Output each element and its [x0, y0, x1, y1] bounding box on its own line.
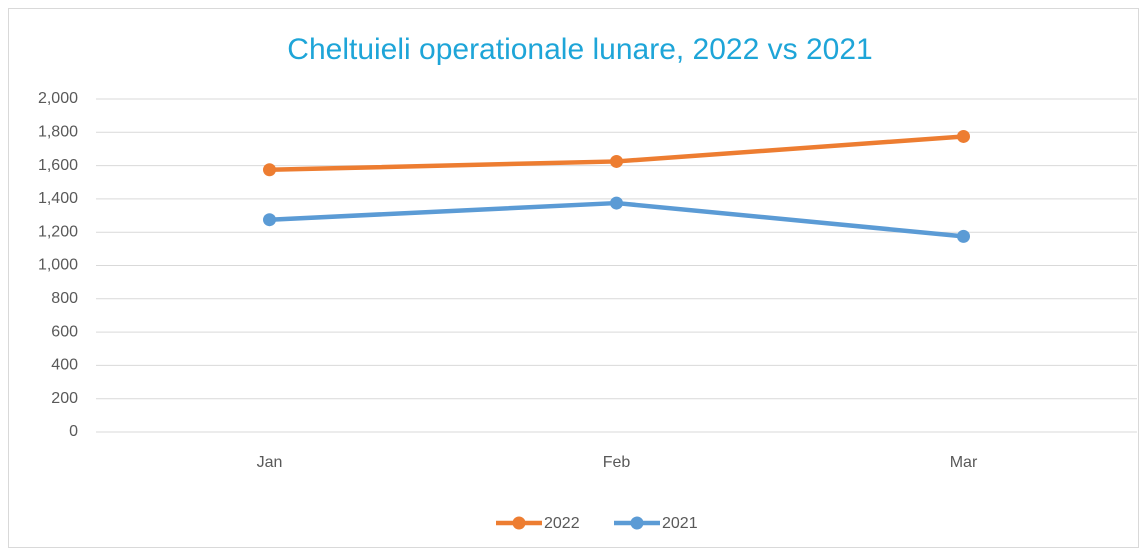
legend-marker — [630, 516, 644, 530]
y-tick-label: 800 — [51, 290, 78, 307]
y-tick-label: 1,000 — [38, 257, 78, 274]
chart-title: Cheltuieli operationale lunare, 2022 vs … — [287, 33, 872, 66]
y-tick-label: 600 — [51, 323, 78, 340]
y-tick-label: 1,600 — [38, 157, 78, 174]
chart-border — [8, 8, 1139, 548]
legend-label: 2021 — [662, 515, 698, 532]
data-point — [957, 129, 970, 143]
data-point — [263, 213, 276, 227]
data-point — [263, 163, 276, 177]
y-tick-label: 0 — [69, 423, 78, 440]
legend-marker — [512, 516, 526, 530]
y-tick-label: 1,400 — [38, 190, 78, 207]
data-point — [957, 229, 970, 243]
legend-label: 2022 — [544, 515, 580, 532]
data-point — [610, 154, 623, 168]
x-tick-label: Mar — [950, 454, 978, 471]
x-tick-label: Jan — [257, 454, 283, 471]
x-tick-label: Feb — [603, 454, 631, 471]
y-tick-label: 200 — [51, 390, 78, 407]
y-tick-label: 2,000 — [38, 90, 78, 107]
data-point — [610, 196, 623, 210]
y-tick-label: 1,200 — [38, 223, 78, 240]
y-tick-label: 400 — [51, 357, 78, 374]
y-tick-label: 1,800 — [38, 124, 78, 141]
